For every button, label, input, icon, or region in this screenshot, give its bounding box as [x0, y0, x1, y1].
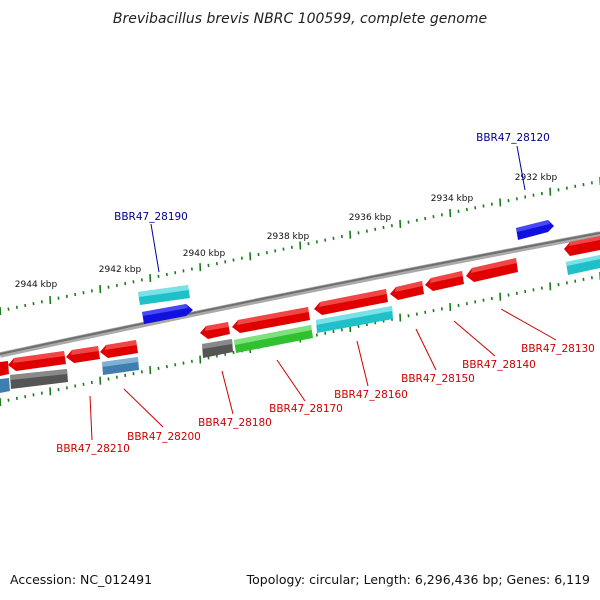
- forward-strand-genes: [138, 220, 600, 324]
- label-BBR47_28190[interactable]: BBR47_28190: [114, 211, 188, 223]
- gene-steel-edge[interactable]: [0, 378, 10, 393]
- reverse-strand-genes: [0, 236, 600, 393]
- kbp-label-2938: 2938 kbp: [267, 232, 310, 242]
- label-BBR47_28200[interactable]: BBR47_28200: [127, 431, 201, 443]
- label-BBR47_28140[interactable]: BBR47_28140: [462, 359, 536, 371]
- gene-labels: BBR47_28120 BBR47_28190 BBR47_28130 BBR4…: [56, 132, 595, 455]
- kbp-label-2932: 2932 kbp: [515, 173, 558, 183]
- label-BBR47_28180[interactable]: BBR47_28180: [198, 417, 272, 429]
- label-BBR47_28120[interactable]: BBR47_28120: [476, 132, 550, 144]
- genome-title: Brevibacillus brevis NBRC 100599, comple…: [113, 11, 487, 27]
- label-BBR47_28130[interactable]: BBR47_28130: [521, 343, 595, 355]
- label-BBR47_28160[interactable]: BBR47_28160: [334, 389, 408, 401]
- kbp-label-2940: 2940 kbp: [183, 249, 226, 259]
- outer-ruler: [0, 177, 600, 316]
- topology-info: Topology: circular; Length: 6,296,436 bp…: [246, 572, 590, 587]
- kbp-label-2942: 2942 kbp: [99, 265, 142, 275]
- kbp-label-2934: 2934 kbp: [431, 194, 474, 204]
- leader-lines: [89, 145, 557, 441]
- accession-info: Accession: NC_012491: [10, 572, 153, 587]
- gene-red-edge[interactable]: [0, 361, 9, 376]
- label-BBR47_28150[interactable]: BBR47_28150: [401, 373, 475, 385]
- kbp-label-2944: 2944 kbp: [15, 280, 58, 290]
- label-BBR47_28210[interactable]: BBR47_28210: [56, 443, 130, 455]
- kbp-label-2936: 2936 kbp: [349, 213, 392, 223]
- label-BBR47_28170[interactable]: BBR47_28170: [269, 403, 343, 415]
